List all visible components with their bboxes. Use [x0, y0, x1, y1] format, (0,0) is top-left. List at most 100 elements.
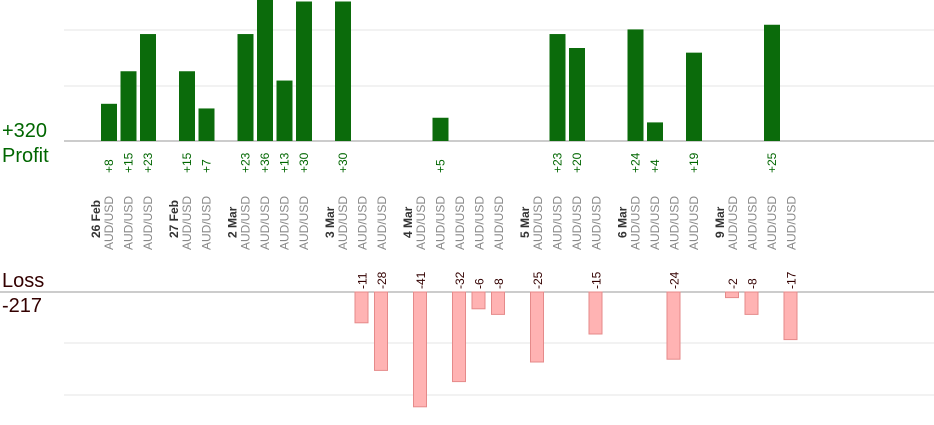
date-label: 5 Mar: [518, 206, 532, 238]
date-label: 9 Mar: [713, 206, 727, 238]
profit-value-label: +20: [570, 152, 584, 173]
loss-title: Loss: [2, 270, 45, 292]
instrument-label: AUD/USD: [531, 196, 545, 250]
loss-value-label: -28: [375, 271, 389, 289]
loss-value-label: -15: [590, 271, 604, 289]
profit-value-label: +30: [336, 152, 350, 173]
profit-bar: [647, 122, 663, 141]
profit-bar: [764, 24, 780, 141]
date-label: 26 Feb: [89, 200, 103, 238]
profit-bar: [569, 48, 585, 141]
instrument-label: AUD/USD: [590, 196, 604, 250]
loss-value-label: -6: [473, 278, 487, 289]
instrument-label: AUD/USD: [726, 196, 740, 250]
profit-value-label: +19: [687, 152, 701, 173]
instrument-label: AUD/USD: [629, 196, 643, 250]
profit-bar: [686, 52, 702, 141]
loss-total: -217: [2, 295, 43, 317]
loss-bar: [666, 291, 681, 360]
profit-bar: [627, 29, 644, 141]
loss-value-label: -25: [531, 271, 545, 289]
instrument-label: AUD/USD: [258, 196, 272, 250]
instrument-label: AUD/USD: [122, 196, 136, 250]
loss-bar: [725, 291, 739, 299]
instrument-label: AUD/USD: [278, 196, 292, 250]
profit-bar: [101, 103, 117, 141]
instrument-label: AUD/USD: [356, 196, 370, 250]
profit-value-label: +23: [141, 152, 155, 173]
loss-value-label: -32: [453, 271, 467, 289]
profit-bar: [432, 117, 449, 141]
instrument-label: AUD/USD: [297, 196, 311, 250]
profit-value-label: +15: [122, 152, 136, 173]
instrument-label: AUD/USD: [434, 196, 448, 250]
instrument-label: AUD/USD: [648, 196, 662, 250]
profit-bar: [257, 0, 273, 141]
profit-bar: [198, 108, 215, 141]
profit-bar: [237, 34, 254, 141]
instrument-label: AUD/USD: [473, 196, 487, 250]
loss-bar: [491, 291, 505, 315]
loss-value-label: -24: [668, 271, 682, 289]
instrument-label: AUD/USD: [200, 196, 214, 250]
instrument-label: AUD/USD: [180, 196, 194, 250]
profit-value-label: +36: [258, 152, 272, 173]
date-label: 27 Feb: [167, 200, 181, 238]
instrument-label: AUD/USD: [492, 196, 506, 250]
loss-value-label: -8: [492, 278, 506, 289]
instrument-label: AUD/USD: [141, 196, 155, 250]
profit-title: Profit: [2, 145, 49, 167]
instrument-label: AUD/USD: [570, 196, 584, 250]
instrument-label: AUD/USD: [336, 196, 350, 250]
loss-bar: [783, 291, 798, 341]
profit-value-label: +25: [765, 152, 779, 173]
date-label: 6 Mar: [616, 206, 630, 238]
profit-value-label: +24: [629, 152, 643, 173]
profit-value-label: +4: [648, 159, 662, 173]
instrument-label: AUD/USD: [746, 196, 760, 250]
profit-value-label: +23: [239, 152, 253, 173]
profit-bar: [335, 1, 351, 141]
profit-bar: [549, 34, 566, 141]
instrument-label: AUD/USD: [239, 196, 253, 250]
instrument-label: AUD/USD: [453, 196, 467, 250]
loss-bar: [354, 291, 369, 324]
profit-value-label: +23: [551, 152, 565, 173]
profit-bar: [140, 34, 156, 141]
loss-bar: [452, 291, 466, 383]
profit-value-label: +30: [297, 152, 311, 173]
loss-bar: [588, 291, 603, 335]
date-label: 4 Mar: [401, 206, 415, 238]
instrument-label: AUD/USD: [785, 196, 799, 250]
loss-bar: [530, 291, 544, 363]
loss-value-label: -8: [746, 278, 760, 289]
instrument-label: AUD/USD: [375, 196, 389, 250]
profit-value-label: +8: [102, 159, 116, 173]
profit-bar: [120, 71, 137, 141]
profit-bar: [276, 80, 293, 141]
profit-value-label: +5: [434, 159, 448, 173]
date-label: 3 Mar: [323, 206, 337, 238]
instrument-label: AUD/USD: [414, 196, 428, 250]
loss-value-label: -11: [356, 272, 370, 289]
profit-bar: [179, 71, 195, 141]
loss-bar: [413, 291, 427, 408]
loss-value-label: -2: [726, 278, 740, 289]
profit-bar: [296, 1, 312, 141]
instrument-label: AUD/USD: [551, 196, 565, 250]
loss-bar: [374, 291, 388, 371]
loss-bar: [744, 291, 759, 315]
date-label: 2 Mar: [226, 206, 240, 238]
profit-value-label: +15: [180, 152, 194, 173]
loss-value-label: -17: [785, 271, 799, 289]
loss-bar: [471, 291, 486, 310]
instrument-label: AUD/USD: [668, 196, 682, 250]
instrument-label: AUD/USD: [687, 196, 701, 250]
profit-value-label: +7: [200, 159, 214, 173]
profit-value-label: +13: [278, 152, 292, 173]
loss-value-label: -41: [414, 271, 428, 289]
instrument-label: AUD/USD: [102, 196, 116, 250]
profit-total: +320: [2, 120, 48, 142]
